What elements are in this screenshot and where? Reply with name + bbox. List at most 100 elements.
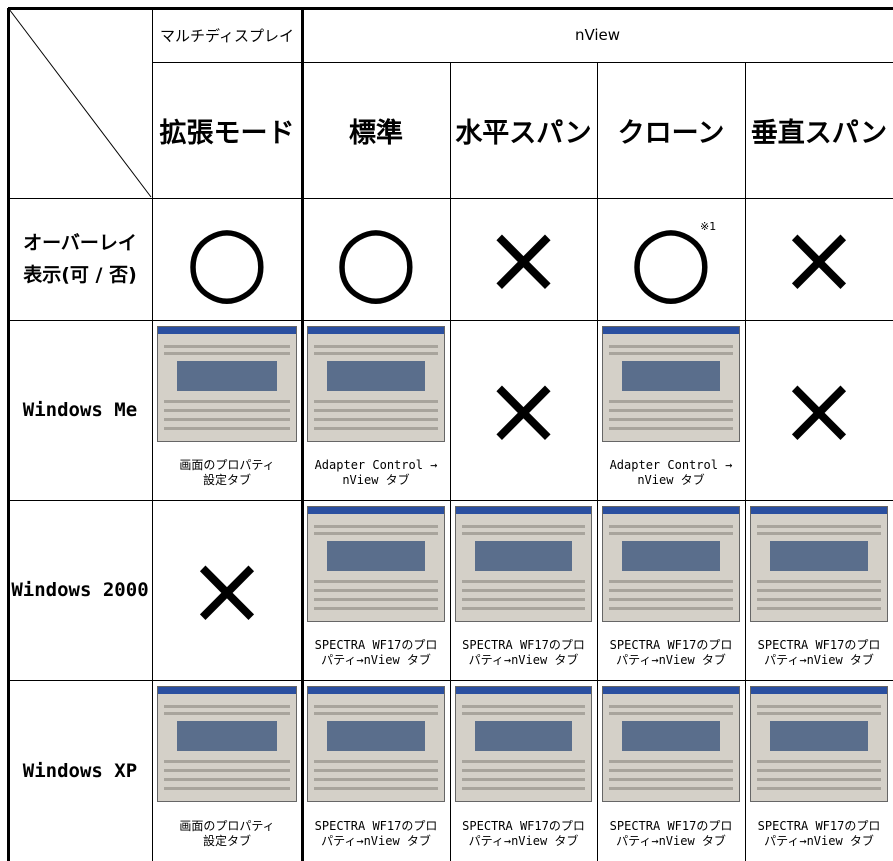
control-row xyxy=(609,787,733,791)
caption-line: パティ→nView タブ xyxy=(616,834,726,848)
title-bar xyxy=(603,507,739,514)
control-row xyxy=(757,705,881,709)
control-row xyxy=(164,427,290,431)
preview xyxy=(177,361,277,391)
control-row xyxy=(314,399,438,403)
mode-label: 垂直スパン xyxy=(750,117,888,149)
screenshot-thumbnail xyxy=(157,326,297,442)
screenshot-thumbnail xyxy=(455,686,592,802)
control-row xyxy=(462,759,585,763)
caption-line: SPECTRA WF17のプロ xyxy=(462,638,585,652)
caption: 画面のプロパティ 設定タブ xyxy=(152,819,302,849)
title-bar xyxy=(308,687,444,694)
control-row xyxy=(609,759,733,763)
caption-line: パティ→nView タブ xyxy=(616,653,726,667)
control-row xyxy=(164,352,290,356)
availability-symbol: × xyxy=(778,203,860,315)
caption-line: 画面のプロパティ xyxy=(179,819,275,833)
control-row xyxy=(609,525,733,529)
preview xyxy=(770,541,868,571)
control-row xyxy=(164,705,290,709)
row-label: Windows XP xyxy=(8,680,152,861)
preview xyxy=(770,721,868,751)
screenshot-thumbnail xyxy=(750,506,888,622)
caption-line: SPECTRA WF17のプロ xyxy=(757,638,881,652)
caption-line: パティ→nView タブ xyxy=(321,653,431,667)
control-row xyxy=(757,532,881,536)
control-row xyxy=(314,352,438,356)
corner-diagonal xyxy=(8,8,152,198)
control-row xyxy=(314,712,438,716)
control-row xyxy=(757,579,881,583)
v-border xyxy=(450,62,451,861)
control-row xyxy=(609,345,733,349)
control-row xyxy=(164,345,290,349)
availability-symbol: × xyxy=(483,354,564,466)
control-row xyxy=(314,427,438,431)
preview xyxy=(474,721,573,751)
caption-line: SPECTRA WF17のプロ xyxy=(314,638,438,652)
control-row xyxy=(462,607,585,611)
control-row xyxy=(314,589,438,593)
caption-line: Adapter Control → xyxy=(314,458,438,472)
screenshot-thumbnail xyxy=(307,506,445,622)
control-row xyxy=(314,532,438,536)
availability-symbol: × xyxy=(483,203,564,315)
caption: SPECTRA WF17のプロ パティ→nView タブ xyxy=(597,819,745,849)
control-row xyxy=(462,712,585,716)
h-border xyxy=(8,7,893,10)
v-border xyxy=(152,8,153,861)
preview xyxy=(622,721,720,751)
preview xyxy=(327,721,425,751)
availability-symbol: × xyxy=(186,534,268,646)
caption-line: SPECTRA WF17のプロ xyxy=(314,819,438,833)
caption-line: nView タブ xyxy=(637,473,705,487)
control-row xyxy=(164,418,290,422)
control-row xyxy=(314,787,438,791)
mode-label: 拡張モード xyxy=(159,117,295,149)
title-bar xyxy=(308,507,444,514)
control-row xyxy=(314,598,438,602)
caption-line: 画面のプロパティ xyxy=(179,458,275,472)
caption: SPECTRA WF17のプロ パティ→nView タブ xyxy=(597,638,745,668)
screenshot-thumbnail xyxy=(750,686,888,802)
caption-line: SPECTRA WF17のプロ xyxy=(609,819,733,833)
control-row xyxy=(609,589,733,593)
row-label-line: 表示(可 / 否) xyxy=(23,264,137,286)
control-row xyxy=(757,759,881,763)
title-bar xyxy=(456,507,591,514)
control-row xyxy=(609,399,733,403)
control-row xyxy=(609,598,733,602)
control-row xyxy=(609,712,733,716)
control-row xyxy=(609,579,733,583)
control-row xyxy=(462,705,585,709)
caption-line: SPECTRA WF17のプロ xyxy=(462,819,585,833)
v-border xyxy=(301,8,304,861)
control-row xyxy=(164,712,290,716)
control-row xyxy=(314,579,438,583)
caption: Adapter Control → nView タブ xyxy=(302,458,450,488)
control-row xyxy=(609,409,733,413)
control-row xyxy=(314,759,438,763)
title-bar xyxy=(308,327,444,334)
control-row xyxy=(609,352,733,356)
v-border xyxy=(597,62,598,861)
control-row xyxy=(609,427,733,431)
control-row xyxy=(314,345,438,349)
control-row xyxy=(164,759,290,763)
control-row xyxy=(757,525,881,529)
caption: 画面のプロパティ 設定タブ xyxy=(152,458,302,488)
caption-line: 設定タブ xyxy=(202,473,251,487)
caption-line: 設定タブ xyxy=(202,834,251,848)
row-label: Windows 2000 xyxy=(8,500,152,680)
control-row xyxy=(462,769,585,773)
mode-label: 標準 xyxy=(349,117,403,149)
caption-line: パティ→nView タブ xyxy=(764,653,874,667)
control-row xyxy=(164,399,290,403)
availability-symbol: × xyxy=(778,354,860,466)
caption-line: パティ→nView タブ xyxy=(468,834,579,848)
control-row xyxy=(314,607,438,611)
title-bar xyxy=(603,327,739,334)
